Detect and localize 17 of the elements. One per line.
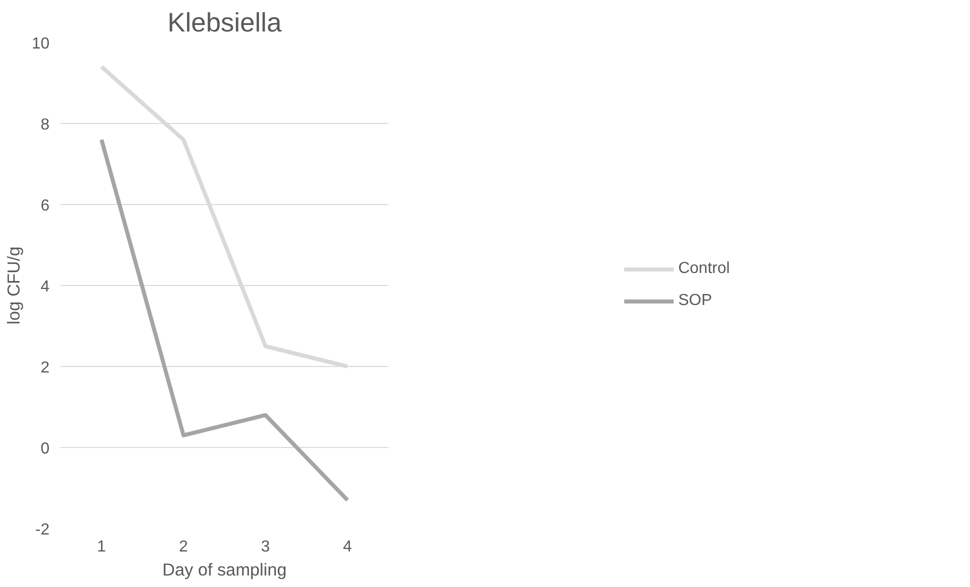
- legend-label: Control: [678, 260, 730, 278]
- x-tick-label: 1: [97, 538, 106, 556]
- x-tick-label: 2: [179, 538, 188, 556]
- y-tick-label: -2: [35, 522, 50, 538]
- legend-label: SOP: [678, 292, 712, 310]
- x-tick-label: 3: [261, 538, 270, 556]
- y-tick-label: 6: [40, 198, 50, 214]
- chart-title: Klebsiella: [167, 8, 282, 38]
- x-axis-title: Day of sampling: [162, 560, 287, 580]
- y-tick-label: 4: [40, 278, 50, 296]
- y-tick-label: 10: [32, 36, 50, 52]
- x-tick-label: 4: [343, 538, 352, 556]
- line-series: [100, 138, 350, 502]
- y-axis-title: log CFU/g: [4, 246, 24, 324]
- y-tick-label: 2: [40, 360, 50, 376]
- y-tick-label: 8: [40, 116, 50, 134]
- y-tick-label: 0: [40, 440, 50, 458]
